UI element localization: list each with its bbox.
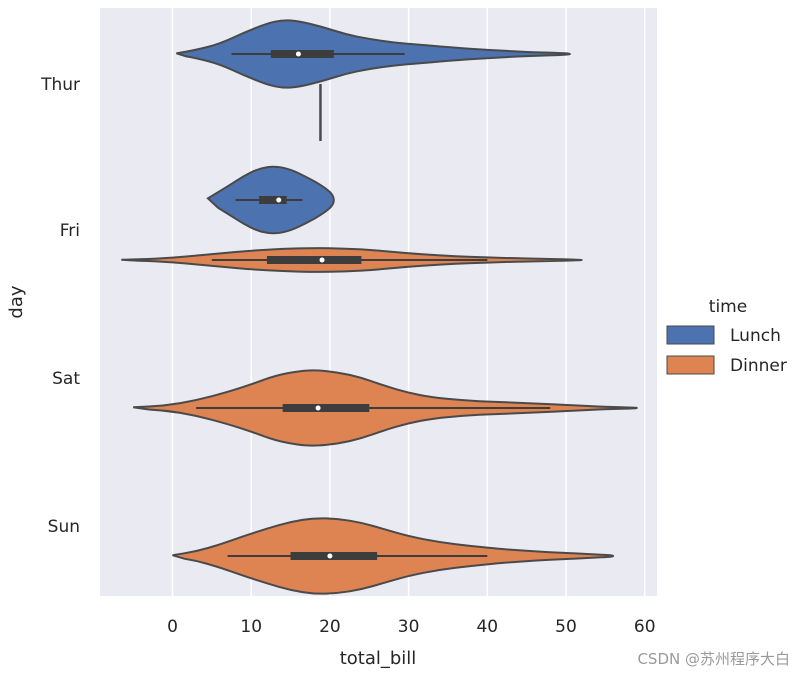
iqr-box bbox=[259, 196, 287, 204]
legend-swatch-dinner bbox=[666, 355, 715, 375]
plot-background bbox=[100, 8, 657, 596]
x-tick-label: 60 bbox=[634, 617, 656, 637]
median-point bbox=[319, 257, 325, 263]
x-tick-label: 10 bbox=[240, 617, 262, 637]
violin-fri-lower bbox=[121, 247, 583, 273]
violin-sat-full bbox=[133, 369, 638, 447]
legend-swatch-lunch bbox=[666, 325, 715, 345]
violin-sun-full bbox=[172, 517, 615, 595]
iqr-box bbox=[282, 404, 370, 412]
legend-label-lunch: Lunch bbox=[730, 326, 781, 346]
x-axis-label: total_bill bbox=[340, 648, 417, 669]
watermark: CSDN @苏州程序大白 bbox=[637, 650, 790, 668]
iqr-box bbox=[290, 552, 378, 560]
median-point bbox=[295, 51, 301, 57]
x-tick-labels: 0 10 20 30 40 50 60 bbox=[167, 617, 655, 637]
x-tick-label: 0 bbox=[167, 617, 178, 637]
x-tick-label: 40 bbox=[476, 617, 498, 637]
violins bbox=[121, 19, 638, 595]
iqr-box bbox=[270, 50, 334, 58]
legend-label-dinner: Dinner bbox=[730, 356, 787, 376]
x-tick-label: 30 bbox=[398, 617, 420, 637]
y-tick-label: Fri bbox=[60, 221, 80, 241]
iqr-box bbox=[266, 256, 362, 264]
violin-fri-upper bbox=[206, 165, 335, 235]
legend-title: time bbox=[709, 297, 747, 317]
y-tick-label: Thur bbox=[40, 75, 80, 95]
median-point bbox=[315, 405, 321, 411]
median-point bbox=[276, 197, 282, 203]
x-tick-label: 50 bbox=[555, 617, 577, 637]
y-tick-label: Sat bbox=[52, 369, 80, 389]
legend: time Lunch Dinner bbox=[666, 297, 787, 376]
y-tick-label: Sun bbox=[48, 517, 80, 537]
x-tick-label: 20 bbox=[319, 617, 341, 637]
grid-lines bbox=[171, 8, 646, 596]
violin-thur-upper bbox=[176, 19, 571, 89]
median-point bbox=[327, 553, 333, 559]
y-axis-label: day bbox=[6, 285, 27, 318]
y-tick-labels: Thur Fri Sat Sun bbox=[40, 75, 80, 537]
